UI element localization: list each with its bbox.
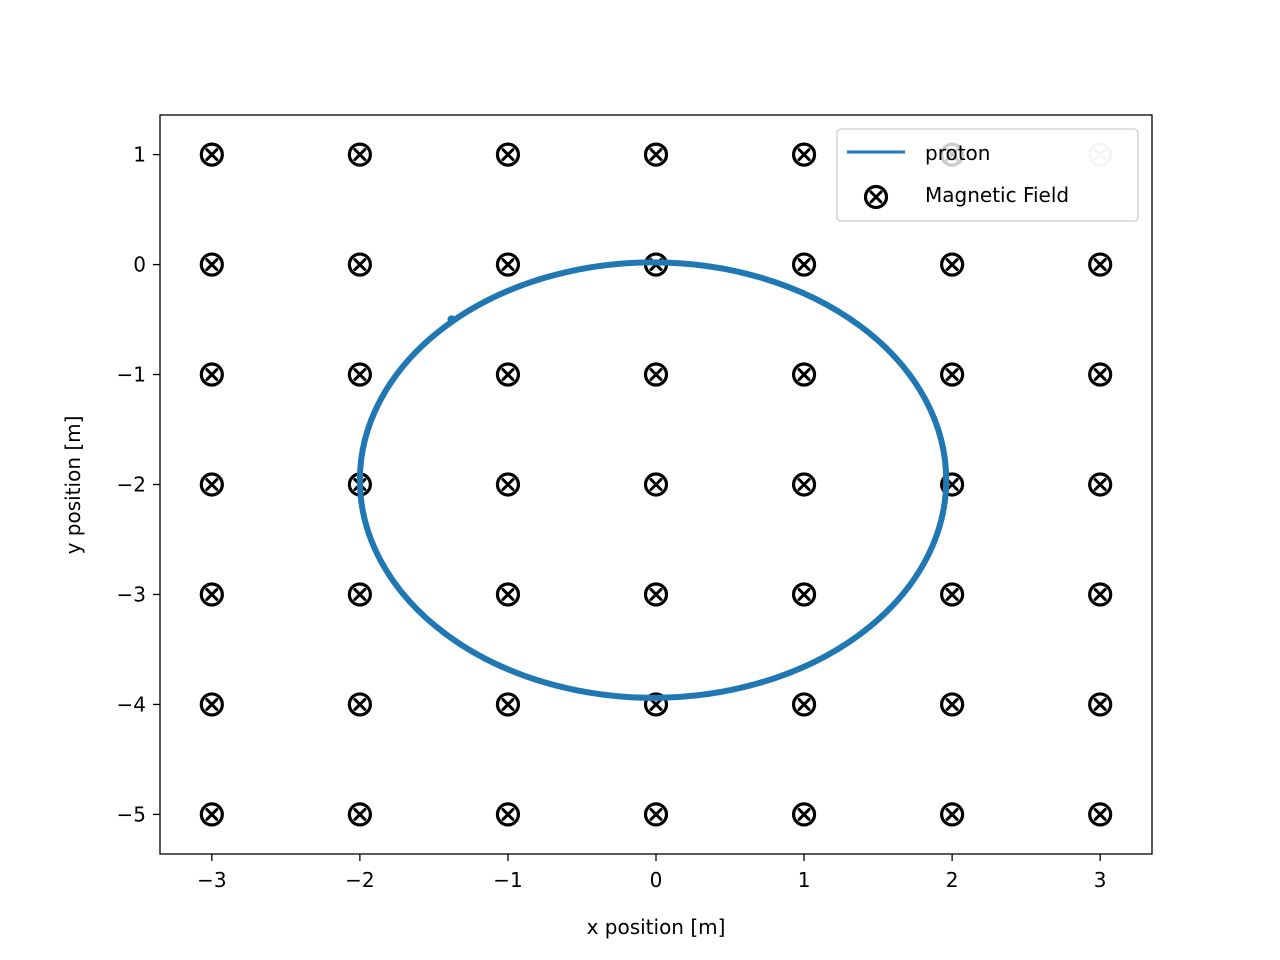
legend-magnetic-field-label: Magnetic Field [925, 183, 1069, 207]
field-marker [199, 252, 224, 277]
field-marker [791, 692, 817, 717]
field-marker [940, 362, 965, 387]
field-marker [940, 252, 965, 277]
field-marker [1088, 802, 1113, 827]
y-tick-label: 1 [133, 143, 146, 167]
field-marker [199, 362, 224, 387]
field-marker [791, 582, 817, 607]
y-tick-label: 0 [133, 253, 146, 277]
y-tick-label: −5 [117, 802, 146, 826]
field-marker [199, 802, 224, 827]
field-marker [347, 362, 372, 387]
field-marker [495, 582, 521, 607]
field-marker [940, 802, 965, 827]
field-marker [199, 472, 224, 497]
x-tick-label: 2 [946, 868, 959, 892]
legend-magnetic-field-swatch [863, 184, 889, 210]
legend: proton Magnetic Field [836, 128, 1139, 222]
field-marker [1088, 472, 1113, 497]
y-tick-label: −1 [117, 363, 146, 387]
x-axis-label: x position [m] [587, 915, 726, 939]
x-tick-label: 0 [650, 868, 663, 892]
field-marker [347, 582, 372, 607]
field-marker [1088, 692, 1113, 717]
field-marker [495, 472, 521, 497]
x-tick-label: 1 [798, 868, 811, 892]
x-tick-label: −1 [493, 868, 522, 892]
field-marker [495, 252, 521, 277]
field-marker [495, 692, 521, 717]
field-marker [1088, 362, 1113, 387]
field-marker [940, 582, 965, 607]
field-marker [347, 252, 372, 277]
legend-proton-label: proton [925, 141, 990, 165]
y-tick-label: −3 [117, 582, 146, 606]
y-tick-label: −4 [117, 692, 146, 716]
field-marker [791, 252, 817, 277]
field-marker [199, 142, 224, 167]
field-marker [643, 802, 669, 827]
field-marker [940, 692, 965, 717]
field-marker [347, 142, 372, 167]
field-marker [791, 362, 817, 387]
x-tick-label: 3 [1094, 868, 1107, 892]
proton-series [356, 259, 950, 701]
x-axis-ticks: −3 −2 −1 0 1 2 3 [197, 854, 1107, 892]
field-marker [347, 802, 372, 827]
x-tick-label: −3 [197, 868, 226, 892]
field-marker [791, 142, 817, 167]
field-marker [495, 802, 521, 827]
field-marker [199, 582, 224, 607]
field-marker [1088, 252, 1113, 277]
field-marker [643, 582, 669, 607]
field-marker [347, 692, 372, 717]
legend-field-marker [863, 184, 889, 210]
field-marker [643, 362, 669, 387]
field-marker [643, 692, 669, 717]
y-tick-label: −2 [117, 473, 146, 497]
field-marker [1088, 582, 1113, 607]
x-tick-label: −2 [345, 868, 374, 892]
proton-trajectory [356, 259, 950, 701]
field-marker [495, 142, 521, 167]
proton-start-point [447, 315, 456, 324]
field-marker [791, 472, 817, 497]
y-axis-ticks: 1 0 −1 −2 −3 −4 −5 [117, 143, 160, 826]
legend-box [836, 128, 1139, 222]
field-marker [495, 362, 521, 387]
y-axis-label: y position [m] [61, 416, 85, 555]
field-marker [643, 472, 669, 497]
field-marker [643, 142, 669, 167]
field-marker [791, 802, 817, 827]
field-marker [199, 692, 224, 717]
